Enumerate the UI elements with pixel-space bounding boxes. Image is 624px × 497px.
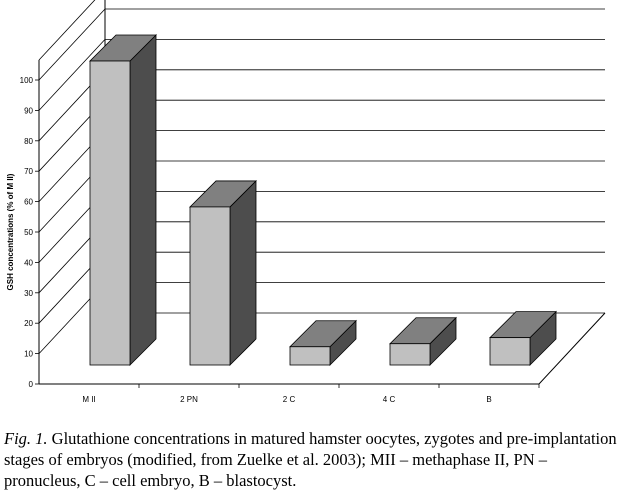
caption-text: Glutathione concentrations in matured ha… — [4, 429, 617, 490]
bar-2-pn — [189, 179, 257, 366]
y-axis-label: GSH concentrations (% of M II) — [6, 173, 15, 290]
bar-2-c — [289, 319, 357, 366]
y-tick-label: 70 — [24, 167, 33, 176]
floor-right-edge — [538, 312, 606, 385]
x-tick-label: 2 C — [283, 395, 296, 404]
y-tick-label: 0 — [29, 380, 34, 389]
wall-top-edge — [38, 0, 96, 61]
chart-bars — [89, 34, 557, 366]
figure-caption: Fig. 1. Glutathione concentrations in ma… — [4, 428, 620, 491]
gridline-diagonal — [38, 8, 106, 81]
bar-side — [229, 179, 257, 366]
x-tick-label: 4 C — [383, 395, 396, 404]
bar-front — [289, 346, 331, 366]
bar-front — [89, 60, 131, 366]
y-tick-label: 60 — [24, 198, 33, 207]
chart-grid — [38, 8, 605, 354]
x-tick-label: B — [486, 395, 491, 404]
bar-m-ii — [89, 34, 157, 366]
bar-front — [489, 337, 531, 366]
y-tick-label: 20 — [24, 319, 33, 328]
gridline-diagonal — [38, 39, 106, 111]
bar-b — [489, 310, 557, 366]
bar-4-c — [389, 316, 457, 366]
bar-chart: 0 10 20 30 40 50 60 70 80 90 100 M II 2 PN 2 C 4 C B G… — [6, 0, 606, 404]
y-tick-label: 40 — [24, 258, 33, 267]
y-tick-label: 50 — [24, 228, 33, 237]
y-tick-label: 10 — [24, 350, 33, 359]
y-tick-label: 100 — [20, 76, 34, 85]
y-tick-label: 30 — [24, 289, 33, 298]
y-tick-labels: 0 10 20 30 40 50 60 70 80 90 100 — [20, 76, 34, 389]
x-tick-label: M II — [82, 395, 95, 404]
y-tick-label: 80 — [24, 137, 33, 146]
x-tick-label: 2 PN — [180, 395, 198, 404]
bar-front — [189, 206, 231, 366]
y-tick-label: 90 — [24, 106, 33, 115]
figure-label: Fig. 1. — [4, 429, 48, 448]
x-tick-labels: M II 2 PN 2 C 4 C B — [82, 395, 491, 404]
bar-side — [129, 34, 157, 366]
bar-front — [389, 343, 431, 366]
